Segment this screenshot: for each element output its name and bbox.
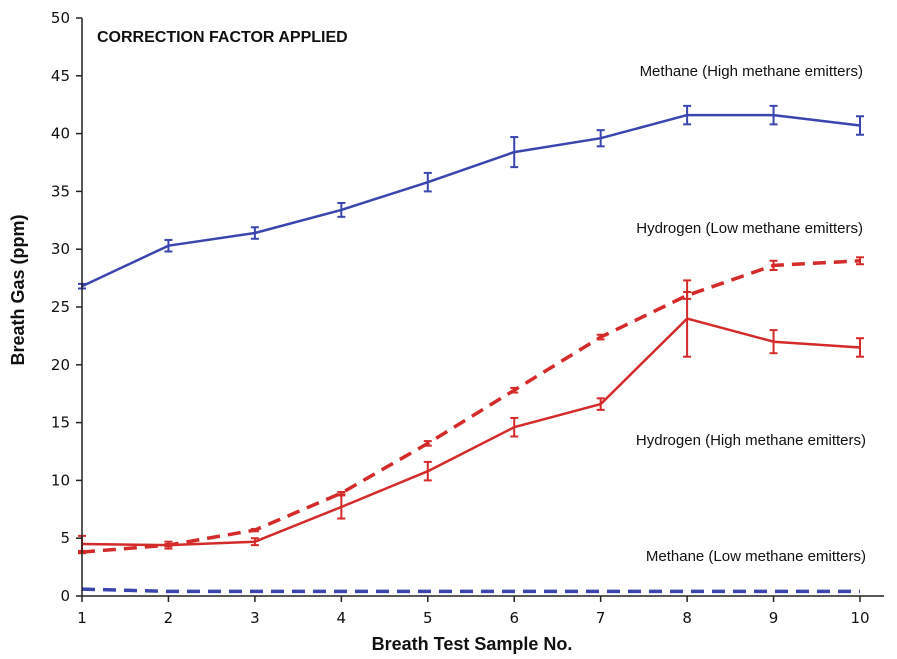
x-tick-label: 6 — [509, 609, 519, 627]
series-line — [81, 113, 861, 288]
hydrogen-high-label: Hydrogen (High methane emitters) — [636, 432, 866, 449]
y-tick-label: 50 — [51, 9, 70, 27]
y-tick-label: 25 — [51, 298, 70, 316]
plot-area — [78, 104, 864, 594]
series-2 — [78, 279, 864, 554]
series-line — [81, 587, 860, 594]
x-axis-title: Breath Test Sample No. — [372, 634, 573, 654]
y-axis-ticks: 0 5 10 15 20 25 30 35 40 45 50 — [51, 9, 82, 605]
hydrogen-low-label: Hydrogen (Low methane emitters) — [636, 220, 863, 237]
series-3 — [81, 587, 860, 594]
y-tick-label: 10 — [51, 471, 70, 489]
x-tick-label: 1 — [77, 609, 87, 627]
x-tick-label: 3 — [250, 609, 260, 627]
y-tick-label: 45 — [51, 67, 70, 85]
x-tick-label: 10 — [850, 609, 869, 627]
x-tick-label: 7 — [596, 609, 606, 627]
y-axis-title: Breath Gas (ppm) — [8, 214, 28, 365]
y-tick-label: 20 — [51, 356, 70, 374]
x-tick-label: 8 — [682, 609, 692, 627]
methane-low-label: Methane (Low methane emitters) — [646, 548, 866, 565]
series-line — [81, 317, 861, 547]
y-tick-label: 35 — [51, 182, 70, 200]
series-0 — [78, 104, 864, 290]
y-tick-label: 0 — [60, 587, 70, 605]
x-tick-label: 5 — [423, 609, 433, 627]
series-1 — [78, 256, 864, 555]
correction-factor-annotation: CORRECTION FACTOR APPLIED — [97, 29, 348, 46]
x-axis-ticks: 1 2 3 4 5 6 7 8 9 10 — [77, 596, 870, 627]
y-tick-label: 15 — [51, 414, 70, 432]
y-tick-label: 5 — [60, 529, 70, 547]
series-line — [81, 259, 861, 554]
x-tick-label: 9 — [769, 609, 779, 627]
methane-high-label: Methane (High methane emitters) — [640, 63, 863, 80]
x-tick-label: 4 — [337, 609, 347, 627]
y-tick-label: 30 — [51, 240, 70, 258]
x-tick-label: 2 — [164, 609, 174, 627]
y-tick-label: 40 — [51, 125, 70, 143]
